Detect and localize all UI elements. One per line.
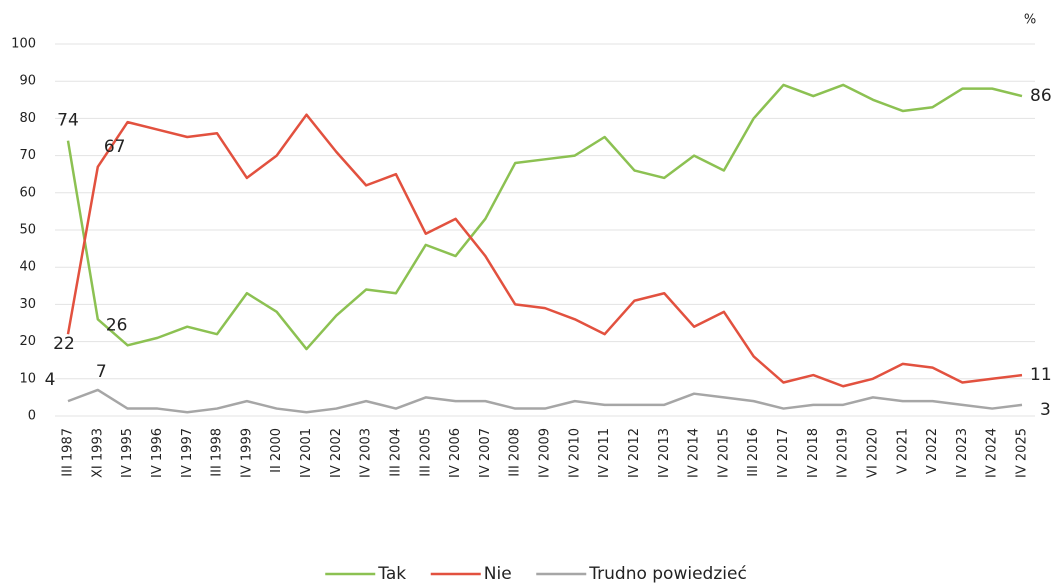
- x-tick-label: IV 2024: [985, 428, 1000, 478]
- y-tick-label: 20: [19, 334, 36, 349]
- x-tick-label: III 2008: [508, 428, 523, 477]
- legend-label: Tak: [377, 564, 406, 583]
- x-tick-label: IV 2017: [776, 428, 791, 478]
- legend-label: Trudno powiedzieć: [588, 564, 747, 583]
- y-tick-label: 30: [19, 297, 36, 312]
- x-tick-label: IV 2007: [478, 428, 493, 478]
- x-tick-label: III 2004: [388, 428, 403, 477]
- y-tick-label: 10: [19, 371, 36, 386]
- y-tick-label: 60: [19, 185, 36, 200]
- x-tick-label: IV 2013: [657, 428, 672, 478]
- data-label: 74: [57, 111, 79, 131]
- x-tick-label: XI 1993: [90, 428, 105, 478]
- unit-label: %: [1024, 13, 1036, 28]
- x-tick-label: IV 1997: [180, 428, 195, 478]
- y-tick-label: 100: [11, 37, 36, 52]
- series-line: [66, 83, 1023, 351]
- y-tick-label: 70: [19, 148, 36, 163]
- x-tick-label: IV 2006: [448, 428, 463, 478]
- data-label: 7: [96, 362, 107, 382]
- y-tick-label: 40: [19, 260, 36, 275]
- data-label: 11: [1030, 365, 1052, 385]
- y-tick-label: 0: [28, 409, 36, 424]
- x-tick-label: IV 2014: [687, 428, 702, 478]
- x-tick-label: VI 2020: [865, 428, 880, 478]
- x-tick-label: IV 2001: [299, 428, 314, 478]
- x-tick-label: III 2016: [746, 428, 761, 477]
- x-tick-label: III 2005: [418, 428, 433, 477]
- x-tick-label: IV 1996: [150, 428, 165, 478]
- x-tick-label: IV 2018: [806, 428, 821, 478]
- x-tick-label: IV 1995: [120, 428, 135, 478]
- data-label: 3: [1040, 400, 1051, 420]
- data-label: 86: [1030, 86, 1052, 106]
- series-line: [66, 113, 1023, 388]
- series-line: [67, 388, 1023, 414]
- x-tick-label: IV 2025: [1015, 428, 1030, 478]
- x-tick-label: IV 2019: [836, 428, 851, 478]
- x-tick-label: V 2021: [895, 428, 910, 474]
- x-tick-label: III 1987: [61, 428, 76, 477]
- data-label: 26: [106, 315, 128, 335]
- y-tick-label: 50: [19, 223, 36, 238]
- x-tick-label: IV 2003: [359, 428, 374, 478]
- x-tick-label: III 1998: [210, 428, 225, 477]
- x-tick-label: IV 2009: [538, 428, 553, 478]
- x-tick-label: IV 2015: [716, 428, 731, 478]
- x-tick-label: II 2000: [269, 428, 284, 473]
- y-tick-label: 80: [19, 111, 36, 126]
- x-tick-label: IV 2012: [627, 428, 642, 478]
- data-label: 22: [53, 334, 75, 354]
- y-tick-label: 90: [19, 74, 36, 89]
- data-label: 4: [45, 370, 56, 390]
- x-tick-label: IV 2011: [597, 428, 612, 478]
- data-label: 67: [104, 137, 126, 157]
- x-tick-label: IV 1999: [239, 428, 254, 478]
- x-tick-label: V 2022: [925, 428, 940, 474]
- x-tick-label: IV 2002: [329, 428, 344, 478]
- x-tick-label: IV 2023: [955, 428, 970, 478]
- x-tick-label: IV 2010: [567, 428, 582, 478]
- legend-label: Nie: [484, 564, 512, 583]
